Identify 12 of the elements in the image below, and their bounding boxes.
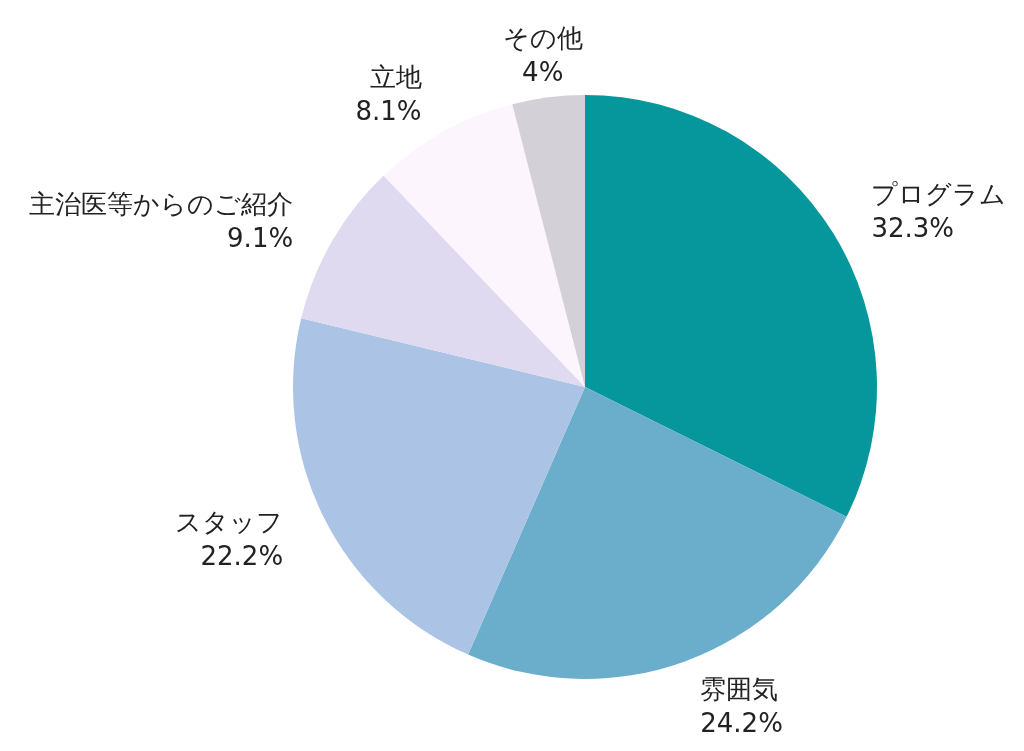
- slice-label: 主治医等からのご紹介: [29, 188, 294, 219]
- data-label: 4%: [522, 56, 564, 87]
- slice-label: 雰囲気: [700, 673, 779, 704]
- data-label: 24.2%: [700, 707, 783, 738]
- data-label: 9.1%: [227, 222, 294, 253]
- slice-label: スタッフ: [175, 506, 284, 537]
- slice-label: プログラム: [871, 179, 1007, 210]
- data-label: 32.3%: [871, 213, 955, 244]
- slice-label: その他: [502, 22, 583, 53]
- slice-label: 立地: [369, 62, 422, 93]
- data-label: 8.1%: [355, 96, 422, 127]
- data-label: 22.2%: [200, 540, 284, 571]
